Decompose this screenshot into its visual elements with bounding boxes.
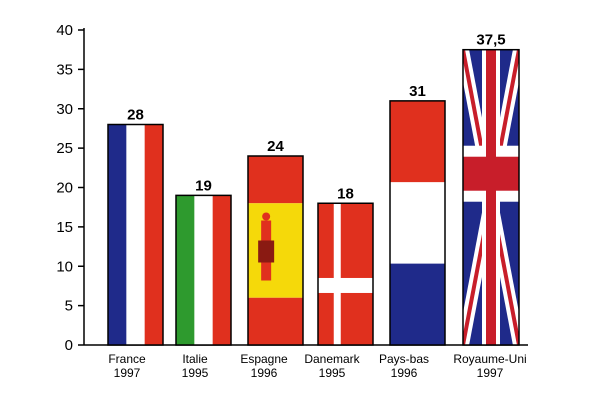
- category-year: 1996: [251, 366, 278, 380]
- category-year: 1997: [114, 366, 141, 380]
- flag-stripe: [390, 182, 445, 264]
- bar-outline: [175, 194, 232, 346]
- bar-spain: [247, 155, 304, 346]
- y-tick-label: 20: [56, 180, 73, 197]
- y-tick-label: 15: [56, 219, 73, 236]
- y-tick-label: 0: [65, 337, 73, 354]
- flag-cross: [333, 203, 341, 345]
- flag-uk-group: [463, 49, 519, 345]
- coat-of-arms-crown: [262, 212, 271, 221]
- flag-stripe: [212, 195, 232, 345]
- y-tick-label: 25: [56, 140, 73, 157]
- category-label: Pays-bas: [379, 352, 429, 366]
- data-label: 28: [127, 107, 144, 124]
- labels-layer: 28France199719Italie199524Espagne199618D…: [108, 32, 526, 380]
- y-tick-label: 5: [65, 298, 73, 315]
- y-tick-label: 30: [56, 101, 73, 118]
- bar-united-kingdom: [462, 48, 520, 346]
- flag-stripe: [248, 203, 303, 298]
- bar-outline: [462, 48, 520, 346]
- data-label: 37,5: [476, 32, 505, 49]
- bar-outline: [317, 202, 374, 346]
- flag-field: [318, 203, 373, 345]
- y-tick-label: 10: [56, 258, 73, 275]
- bar-outline: [107, 123, 164, 346]
- flag-stripe: [144, 124, 164, 345]
- category-year: 1996: [391, 366, 418, 380]
- bar-denmark: [317, 202, 374, 346]
- category-label: Danemark: [304, 352, 360, 366]
- category-year: 1995: [182, 366, 209, 380]
- coat-of-arms-shield: [258, 240, 275, 263]
- flag-stripe: [248, 297, 303, 345]
- flag-stripe: [108, 124, 127, 345]
- category-label: Royaume-Uni: [453, 352, 526, 366]
- flag-stripe: [390, 100, 445, 183]
- flag-stripe: [194, 195, 214, 345]
- bar-outline: [247, 155, 304, 346]
- data-label: 19: [195, 177, 212, 194]
- bar-italy: [175, 194, 232, 346]
- flag-stripe: [390, 263, 445, 346]
- category-year: 1995: [319, 366, 346, 380]
- flag-stripe: [126, 124, 146, 345]
- data-label: 24: [267, 138, 284, 155]
- flag-stripe: [248, 156, 303, 204]
- category-year: 1997: [477, 366, 504, 380]
- flag-cross: [318, 277, 373, 293]
- category-label: Italie: [182, 352, 208, 366]
- data-label: 31: [409, 83, 426, 100]
- bar-netherlands: [389, 100, 446, 346]
- data-label: 18: [337, 185, 354, 202]
- bars-layer: [107, 48, 520, 346]
- category-label: Espagne: [240, 352, 288, 366]
- bar-outline: [389, 100, 446, 346]
- flag-stripe: [176, 195, 195, 345]
- bar-france: [107, 123, 164, 346]
- y-tick-label: 40: [56, 22, 73, 39]
- category-label: France: [108, 352, 146, 366]
- y-tick-label: 35: [56, 61, 73, 78]
- flag-cross-red: [486, 49, 496, 345]
